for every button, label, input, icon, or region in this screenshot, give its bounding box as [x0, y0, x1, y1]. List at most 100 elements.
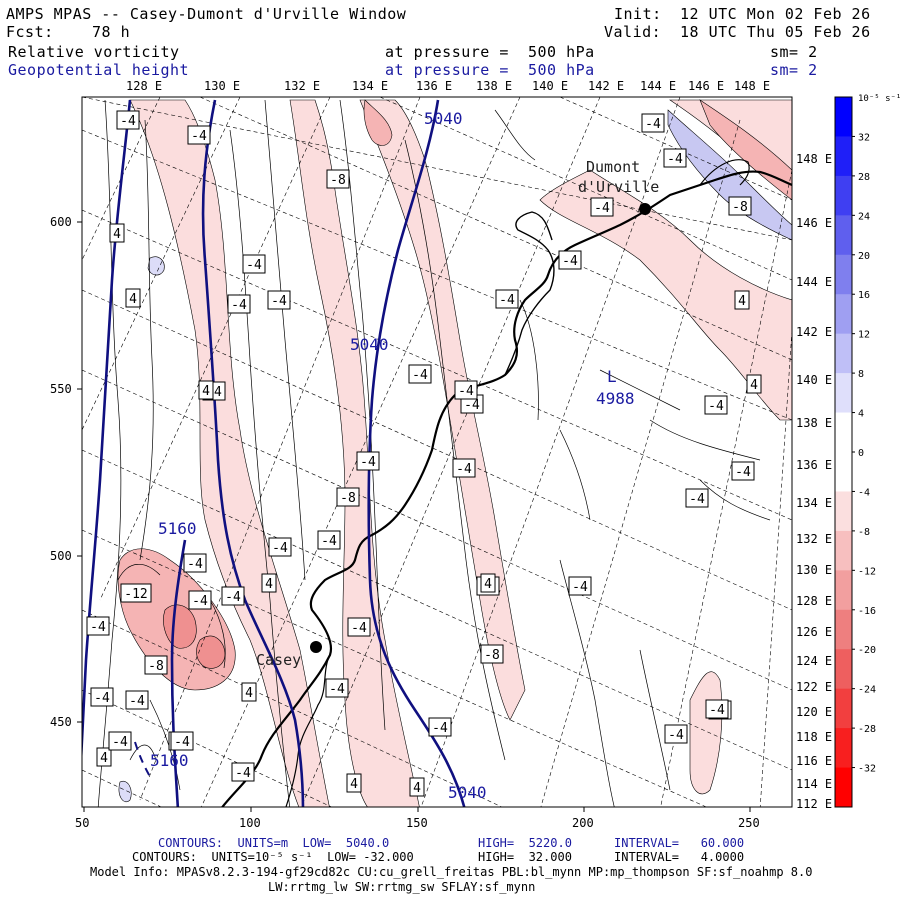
- vorticity-label-box: [109, 223, 125, 243]
- vorticity-label-box: [188, 590, 212, 610]
- vorticity-label-box: [641, 113, 665, 133]
- ice-shelf-outline: [699, 159, 750, 186]
- vorticity-label-box: [336, 487, 360, 507]
- colorbar-swatch: [835, 412, 852, 453]
- colorbar-swatch: [835, 294, 852, 335]
- top-lon-label: 138 E: [476, 79, 512, 93]
- dumont-label: d'Urville: [578, 178, 659, 196]
- vorticity-label: -8: [732, 200, 748, 215]
- vorticity-label-box: [685, 488, 709, 508]
- geopotential-label: 5160: [150, 751, 189, 770]
- vorticity-label-box: [705, 699, 729, 719]
- vorticity-label: -8: [330, 173, 346, 188]
- colorbar-swatch: [835, 570, 852, 611]
- right-lon-label: 144 E: [796, 275, 832, 289]
- vorticity-label-box: [347, 617, 371, 637]
- vorticity-label: -4: [271, 294, 287, 309]
- colorbar-label: 16: [858, 290, 870, 301]
- vorticity-label: -4: [321, 534, 337, 549]
- colorbar-label: 28: [858, 172, 870, 183]
- colorbar-label: -12: [858, 566, 876, 577]
- field2-name: Geopotential height: [8, 61, 190, 79]
- geopotential-5160-line: [170, 539, 187, 807]
- vorticity-label: -4: [499, 293, 515, 308]
- vorticity-label: 4: [413, 781, 421, 796]
- colorbar-label: 4: [858, 409, 864, 420]
- vorticity-label: -4: [235, 766, 251, 781]
- vorticity-label-box: [242, 254, 266, 274]
- vorticity-label: -4: [458, 384, 474, 399]
- vorticity-label-box: [731, 461, 755, 481]
- colorbar-unit-label: 10⁻⁵ s⁻¹: [858, 94, 900, 104]
- vorticity-label-box: [125, 690, 149, 710]
- vorticity-label-box: [96, 747, 112, 767]
- colorbar-label: -4: [858, 487, 870, 498]
- vorticity-label: -4: [112, 735, 128, 750]
- negative-vorticity-band: [289, 99, 420, 807]
- casey-label: Casey: [256, 651, 301, 669]
- vorticity-label-box: [183, 553, 207, 573]
- geopotential-label: 5040: [350, 335, 389, 354]
- vorticity-label: -4: [594, 201, 610, 216]
- vorticity-label: 4: [113, 227, 121, 242]
- top-lon-label: 128 E: [126, 79, 162, 93]
- colorbar-label: 32: [858, 132, 870, 143]
- vorticity-label: -4: [129, 694, 145, 709]
- x-tick-label: 50: [75, 816, 89, 830]
- init-time: 12 UTC Mon 02 Feb 26: [680, 5, 871, 23]
- vorticity-label-box: [325, 678, 349, 698]
- dumont-label: Dumont: [586, 158, 640, 176]
- station-markers: Casey Dumont d'Urville: [256, 158, 659, 669]
- vorticity-label-box: [326, 169, 350, 189]
- colorbar-label: -32: [858, 764, 876, 775]
- vorticity-label: -4: [562, 254, 578, 269]
- vorticity-label: -4: [668, 728, 684, 743]
- footer-vorticity-units: CONTOURS: UNITS=10⁻⁵ s⁻¹ LOW= -32.000: [132, 850, 414, 864]
- footer-geopotential-units: CONTOURS: UNITS=m LOW= 5040.0: [158, 836, 390, 850]
- colorbar-swatch: [835, 373, 852, 414]
- vorticity-label-box: [125, 288, 141, 308]
- colorbar-swatch: [835, 136, 852, 177]
- vorticity-label-box: [734, 290, 750, 310]
- right-lon-label: 128 E: [796, 594, 832, 608]
- vorticity-label: -4: [191, 129, 207, 144]
- vorticity-label: -4: [464, 398, 480, 413]
- low-pressure-letter: L: [607, 367, 617, 386]
- colorbar-label: -8: [858, 527, 870, 538]
- vorticity-label-box: [108, 731, 132, 751]
- colorbar-swatch: [835, 175, 852, 216]
- right-lon-label: 118 E: [796, 730, 832, 744]
- vorticity-label-box: [704, 395, 728, 415]
- y-axis: 600 550 500 450: [50, 215, 82, 729]
- init-label: Init:: [614, 5, 662, 23]
- top-lon-label: 130 E: [204, 79, 240, 93]
- right-lon-label: 146 E: [796, 216, 832, 230]
- vorticity-label: -4: [246, 258, 262, 273]
- top-lon-label: 146 E: [688, 79, 724, 93]
- ice-shelf-outline: [285, 654, 331, 807]
- top-lon-label: 148 E: [734, 79, 770, 93]
- colorbar-label: -16: [858, 606, 876, 617]
- vorticity-label: -4: [351, 621, 367, 636]
- top-lon-label: 144 E: [640, 79, 676, 93]
- vorticity-label-box: [495, 289, 519, 309]
- colorbar-label: 24: [858, 211, 870, 222]
- y-tick-label: 600: [50, 215, 72, 229]
- y-tick-label: 450: [50, 715, 72, 729]
- top-lon-label: 134 E: [352, 79, 388, 93]
- colorbar-label: 8: [858, 369, 864, 380]
- geopotential-labels: 5040 5040 5040 5160 5160 L 4988: [150, 109, 635, 802]
- forecast-hours: 78 h: [92, 23, 131, 41]
- vorticity-label-box: [452, 458, 476, 478]
- vorticity-label: 4: [100, 751, 108, 766]
- geopotential-5160-line: [134, 741, 153, 781]
- vorticity-label-box: [261, 573, 277, 593]
- vorticity-label: -4: [231, 298, 247, 313]
- vorticity-label-box: [428, 717, 452, 737]
- colorbar-swatch: [835, 452, 852, 492]
- graticule: [82, 97, 792, 807]
- colorbar-swatch: [835, 215, 852, 256]
- vorticity-label-box: [664, 724, 688, 744]
- vorticity-label-box: [170, 731, 194, 751]
- vorticity-label: -4: [432, 721, 448, 736]
